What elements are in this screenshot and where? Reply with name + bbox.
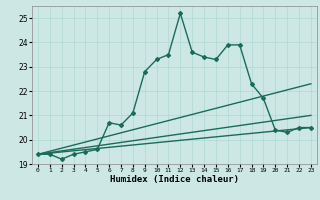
X-axis label: Humidex (Indice chaleur): Humidex (Indice chaleur) <box>110 175 239 184</box>
